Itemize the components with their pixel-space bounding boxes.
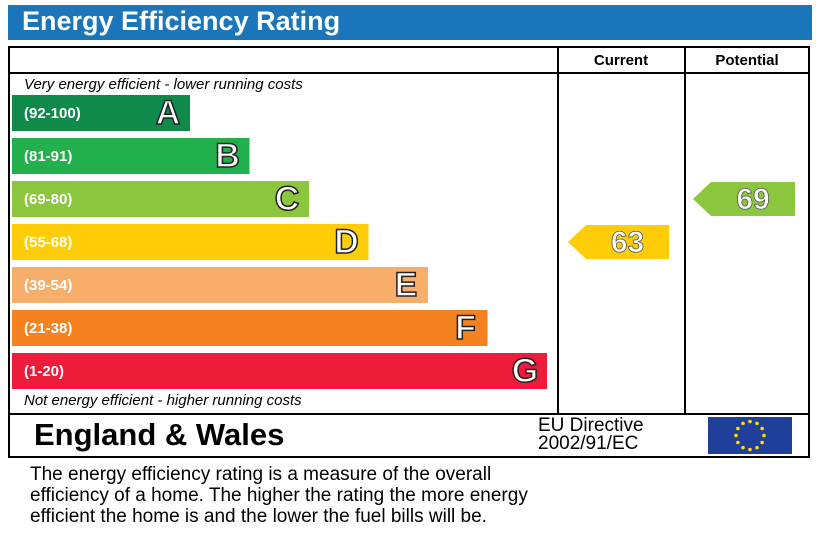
band: [12, 353, 547, 389]
band-letter: D: [334, 223, 359, 261]
eu-stars: [734, 419, 766, 452]
eu-star: [736, 440, 740, 445]
rating-arrow: [693, 182, 795, 216]
description: The energy efficiency rating is a measur…: [30, 464, 491, 485]
band-letter: A: [156, 94, 181, 132]
eu-star: [741, 421, 745, 426]
eu-star: [755, 445, 759, 450]
eu-star: [741, 445, 745, 450]
frame: [8, 46, 810, 458]
band: [12, 224, 369, 260]
directive: EU Directive: [538, 415, 644, 436]
description: efficient the home is and the lower the …: [30, 506, 487, 527]
band: [12, 95, 190, 131]
top-note: Very energy efficient - lower running co…: [24, 76, 303, 93]
eu-star: [755, 421, 759, 426]
band-letter: C: [275, 180, 300, 218]
band: [12, 267, 428, 303]
band-letter: B: [215, 137, 240, 175]
eu-star: [734, 433, 738, 438]
rating-value: 69: [736, 183, 769, 216]
band-range: (21-38): [24, 320, 72, 337]
eu-star: [760, 440, 764, 445]
title-bar: [8, 5, 812, 40]
eu-star: [736, 426, 740, 431]
eu-star: [748, 447, 752, 452]
band-range: (39-54): [24, 277, 72, 294]
bottom-note: Not energy efficient - higher running co…: [24, 392, 302, 409]
band-letter: F: [455, 309, 476, 347]
band: [12, 181, 309, 217]
band-letter: E: [395, 266, 418, 304]
band: [12, 310, 488, 346]
column-header: Current: [594, 52, 648, 69]
region: England & Wales: [34, 417, 284, 452]
eu-star: [760, 426, 764, 431]
band-range: (55-68): [24, 234, 72, 251]
band-range: (81-91): [24, 148, 72, 165]
band: [12, 138, 250, 174]
rating-value: 63: [611, 226, 644, 259]
rating-arrow: [568, 225, 669, 259]
eu-star: [762, 433, 766, 438]
band-range: (69-80): [24, 191, 72, 208]
title: Energy Efficiency Rating: [22, 6, 340, 36]
band-range: (92-100): [24, 105, 81, 122]
directive: 2002/91/EC: [538, 433, 638, 454]
band-letter: G: [512, 352, 538, 390]
eu-star: [748, 419, 752, 424]
column-header: Potential: [715, 52, 778, 69]
description: efficiency of a home. The higher the rat…: [30, 485, 528, 506]
band-range: (1-20): [24, 363, 64, 380]
